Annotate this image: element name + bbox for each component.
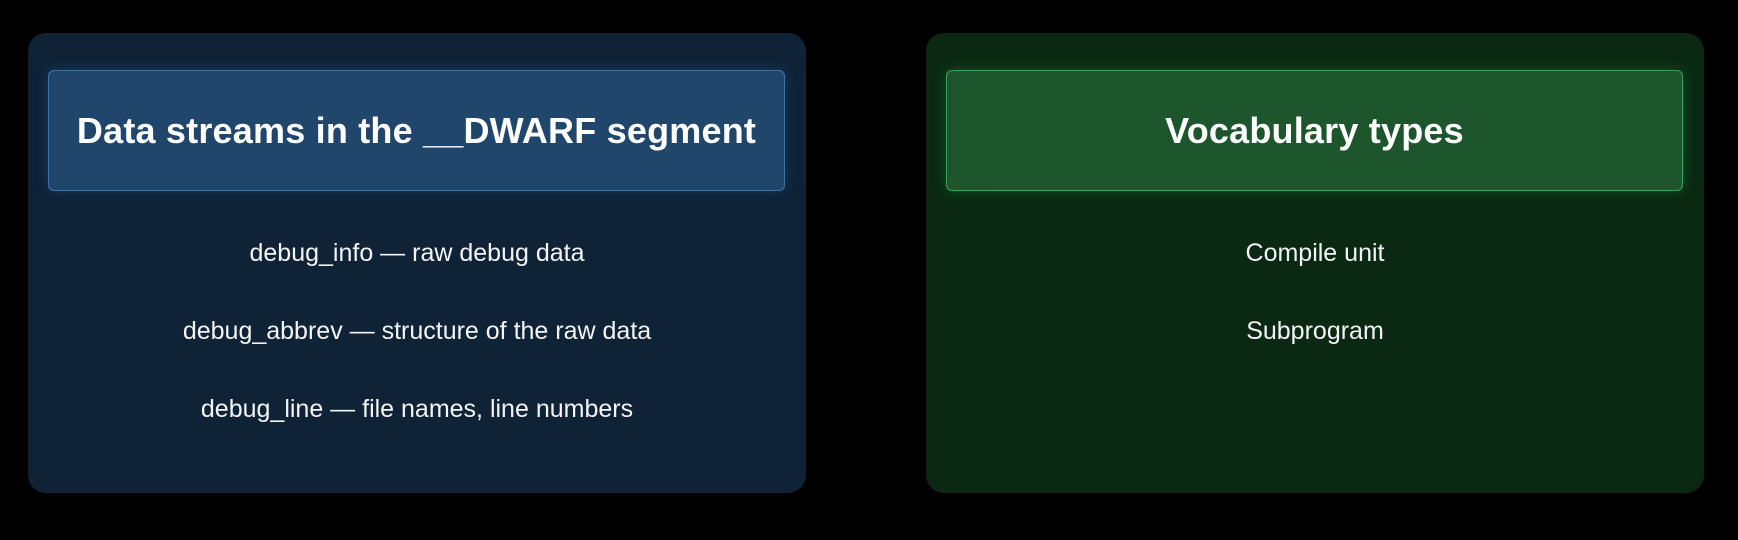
- dwarf-streams-panel: Data streams in the __DWARF segment debu…: [28, 33, 806, 493]
- vocabulary-types-title: Vocabulary types: [946, 70, 1683, 191]
- dwarf-streams-title: Data streams in the __DWARF segment: [48, 70, 785, 191]
- list-item-debug-abbrev: debug_abbrev — structure of the raw data: [182, 317, 652, 345]
- list-item-subprogram: Subprogram: [1246, 317, 1384, 345]
- list-item-debug-line: debug_line — file names, line numbers: [200, 395, 634, 423]
- vocabulary-types-list: Compile unit Subprogram: [926, 238, 1704, 394]
- list-item-compile-unit: Compile unit: [1245, 239, 1385, 267]
- dwarf-streams-list: debug_info — raw debug data debug_abbrev…: [28, 238, 806, 472]
- vocabulary-types-panel: Vocabulary types Compile unit Subprogram: [926, 33, 1704, 493]
- list-item-debug-info: debug_info — raw debug data: [249, 239, 585, 267]
